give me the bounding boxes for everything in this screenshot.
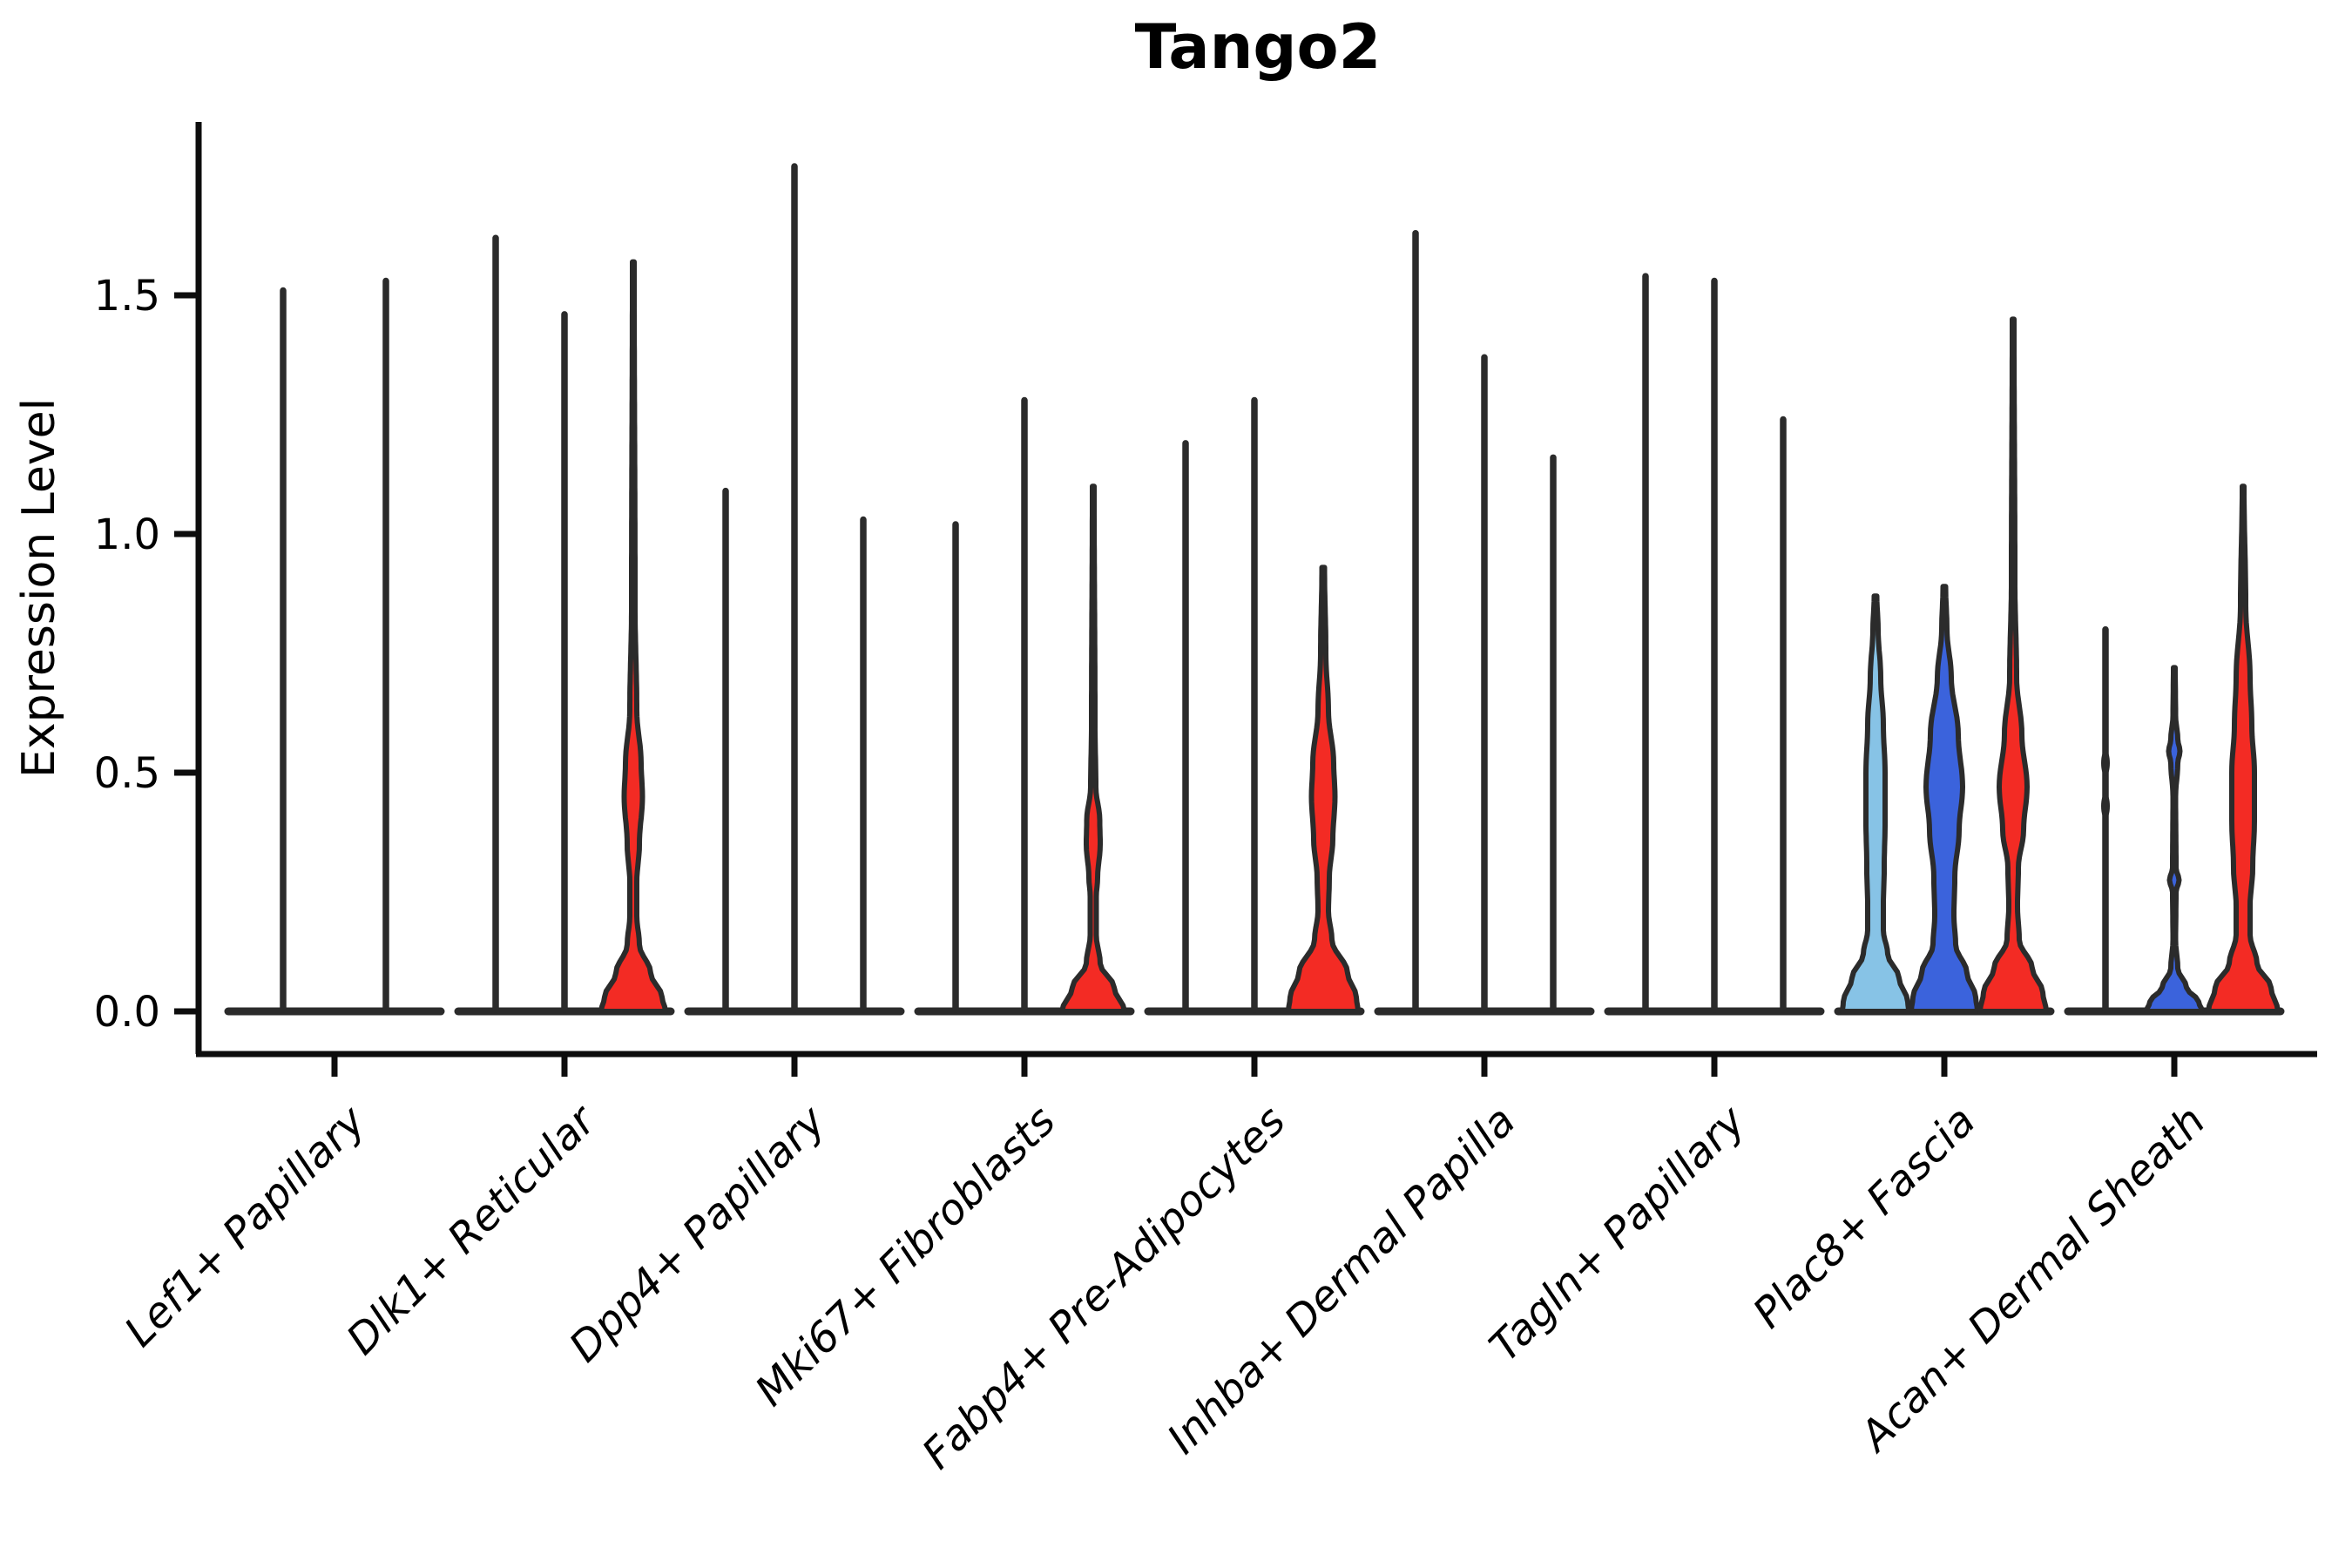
- y-tick-label: 1.0: [94, 510, 160, 559]
- violin-blue-8-2: [1909, 584, 1980, 1014]
- y-tick-label: 0.5: [94, 749, 160, 798]
- violin-red-8-3: [1977, 316, 2049, 1014]
- chart-title: Tango2: [1135, 11, 1382, 83]
- x-tick-label: Lef1+ Papillary: [115, 1096, 375, 1356]
- violin-red-5-3: [1286, 564, 1361, 1014]
- spike-blip: [2101, 793, 2110, 820]
- y-tick-label: 0.0: [94, 988, 160, 1037]
- x-tick-label: Tagln+ Papillary: [1480, 1096, 1755, 1371]
- y-axis-label: Expression Level: [13, 398, 65, 778]
- violin-red-9-3: [2206, 483, 2281, 1014]
- x-tick-label: Dlk1+ Reticular: [337, 1095, 607, 1365]
- violin-lightblue-8-1: [1840, 593, 1911, 1014]
- y-tick-label: 1.5: [94, 272, 160, 321]
- violin-red-4-3: [1059, 483, 1127, 1014]
- x-tick-label: Fabp4+ Pre-Adipocytes: [913, 1097, 1295, 1479]
- violins: [280, 163, 2281, 1014]
- spike-blip: [2101, 750, 2110, 777]
- x-tick-label: Plac8+ Fascia: [1744, 1097, 1985, 1338]
- violin-red-2-3: [598, 259, 668, 1014]
- x-tick-label: Dpp4+ Papillary: [560, 1096, 835, 1371]
- violin-blue-9-2: [2144, 665, 2205, 1014]
